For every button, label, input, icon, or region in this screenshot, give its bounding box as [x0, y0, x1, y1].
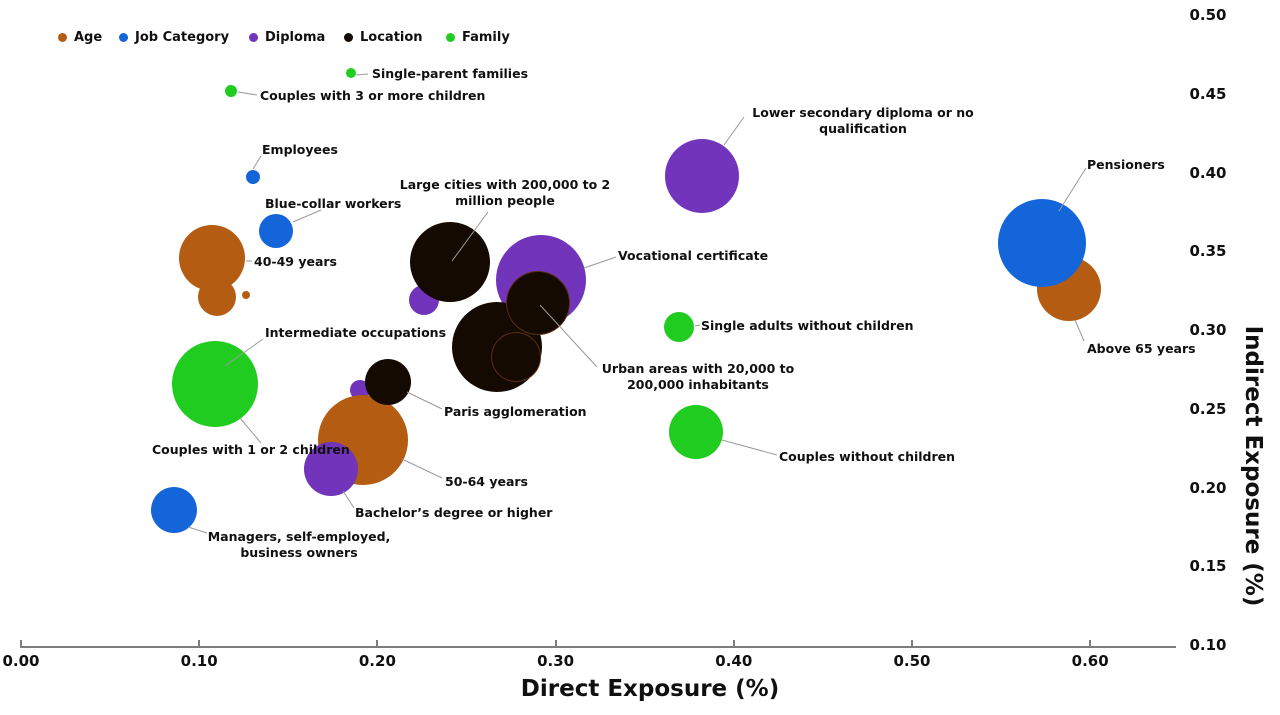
- bubble-couples-with-3-or-more-children: [225, 84, 238, 97]
- y-tick-label-0.10: 0.10: [1189, 636, 1227, 654]
- annotation-blue-collar-workers: Blue-collar workers: [265, 196, 402, 211]
- x-tick-label-0.60: 0.60: [1071, 652, 1109, 670]
- legend-item-family: Family: [446, 30, 510, 45]
- bubble-bachelor-s-degree-or-higher: [304, 441, 359, 496]
- annotation-50-64-years: 50-64 years: [445, 474, 528, 489]
- bubble-managers-self-employed-business-owners: [151, 486, 198, 533]
- annotation-couples-without-children: Couples without children: [779, 449, 956, 464]
- annotation-large-cities-with-200-000-to-2-million-people: Large cities with 200,000 to 2 million p…: [399, 177, 611, 208]
- annotation-single-parent-families: Single-parent families: [372, 66, 529, 81]
- y-axis-title: Indirect Exposure (%): [1240, 325, 1266, 607]
- annotation-couples-with-3-or-more-children: Couples with 3 or more children: [260, 88, 486, 103]
- annotation-bachelor-s-degree-or-higher: Bachelor’s degree or higher: [355, 505, 553, 520]
- x-tick-label-0.10: 0.10: [180, 652, 218, 670]
- y-tick-label-0.45: 0.45: [1189, 84, 1227, 103]
- bubble-diploma-unlabeled: [349, 379, 370, 400]
- x-tick-label-0.30: 0.30: [537, 652, 575, 670]
- bubble-single-adults-without-children: [663, 311, 694, 342]
- legend-item-location: Location: [344, 30, 423, 45]
- annotation-vocational-certificate: Vocational certificate: [618, 248, 769, 263]
- bubble-lower-secondary-diploma-or-no-qualification: [664, 138, 739, 213]
- x-tick-mark: [554, 640, 557, 646]
- y-tick-label-0.30: 0.30: [1189, 321, 1227, 339]
- legend-label-location: Location: [360, 30, 423, 45]
- bubble-age-unlabeled: [241, 291, 250, 300]
- annotation-single-adults-without-children: Single adults without children: [701, 318, 914, 333]
- bubble-paris-agglomeration: [365, 358, 412, 405]
- x-tick-mark: [198, 640, 201, 646]
- family-legend-dot-icon: [446, 33, 455, 42]
- y-tick-label-0.50: 0.50: [1189, 6, 1227, 24]
- legend-item-age: Age: [58, 30, 102, 45]
- annotation-couples-with-1-or-2-children: Couples with 1 or 2 children: [152, 442, 350, 457]
- legend-item-diploma: Diploma: [249, 30, 325, 45]
- legend-item-job-category: Job Category: [119, 30, 229, 45]
- annotation-paris-agglomeration: Paris agglomeration: [444, 404, 587, 419]
- legend-label-family: Family: [462, 30, 510, 45]
- y-tick-label-0.35: 0.35: [1189, 242, 1227, 261]
- bubble-pensioners: [998, 199, 1087, 288]
- annotation-above-65-years: Above 65 years: [1087, 341, 1196, 356]
- x-tick-label-0.40: 0.40: [715, 652, 753, 670]
- x-tick-mark: [1089, 640, 1092, 646]
- annotation-lower-secondary-diploma-or-no-qualification: Lower secondary diploma or no qualificat…: [752, 105, 974, 136]
- x-tick-label-0.20: 0.20: [358, 652, 396, 670]
- age-legend-dot-icon: [58, 33, 67, 42]
- legend-label-diploma: Diploma: [265, 30, 326, 45]
- location-legend-dot-icon: [344, 33, 353, 42]
- x-axis-line: [20, 646, 1176, 648]
- x-tick-mark: [376, 640, 379, 646]
- annotation-intermediate-occupations: Intermediate occupations: [265, 325, 447, 340]
- x-tick-label-0.50: 0.50: [893, 652, 931, 670]
- annotation-managers-self-employed-business-owners: Managers, self-employed, business owners: [207, 529, 391, 560]
- x-tick-mark: [911, 640, 913, 646]
- diploma-legend-dot-icon: [249, 33, 258, 42]
- legend-label-age: Age: [74, 30, 103, 45]
- y-tick-label-0.40: 0.40: [1189, 163, 1227, 182]
- bubble-single-parent-families: [345, 68, 356, 79]
- y-tick-label-0.25: 0.25: [1189, 399, 1227, 418]
- x-tick-mark: [732, 640, 735, 646]
- job-category-legend-dot-icon: [119, 33, 128, 42]
- y-tick-label-0.15: 0.15: [1189, 557, 1227, 576]
- bubble-blue-collar-workers: [258, 213, 293, 248]
- bubble-employees: [245, 170, 260, 185]
- legend-label-job-category: Job Category: [135, 30, 230, 45]
- x-axis-title: Direct Exposure (%): [520, 676, 780, 702]
- bubble-location-unlabeled: [491, 331, 542, 382]
- x-tick-label-0.00: 0.00: [2, 652, 40, 670]
- annotation-40-49-years: 40-49 years: [254, 254, 337, 269]
- y-tick-label-0.20: 0.20: [1189, 478, 1227, 497]
- annotation-urban-areas-with-20-000-to-200-000-inhabitants: Urban areas with 20,000 to 200,000 inhab…: [601, 361, 795, 392]
- x-tick-mark: [20, 640, 22, 646]
- bubble-couples-without-children: [669, 405, 724, 460]
- annotation-employees: Employees: [262, 142, 338, 157]
- annotation-pensioners: Pensioners: [1087, 157, 1165, 172]
- bubble-age-unlabeled: [198, 277, 237, 316]
